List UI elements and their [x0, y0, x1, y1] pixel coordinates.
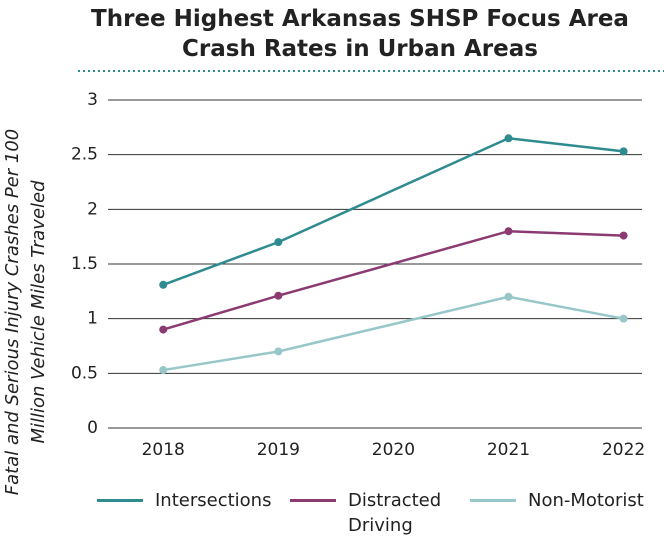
series-line: [163, 295, 624, 372]
title-line: Crash Rates in Urban Areas: [182, 36, 538, 62]
y-tick-label: 1: [87, 309, 98, 329]
data-point: [274, 238, 283, 247]
x-tick-label: 2019: [257, 440, 300, 460]
legend-label: Non-Motorist: [528, 490, 644, 511]
x-tick-label: 2022: [602, 440, 645, 460]
legend-swatch: [470, 499, 516, 502]
data-point: [504, 134, 513, 143]
data-point: [159, 280, 168, 289]
legend-item: Distracted Driving: [290, 488, 465, 538]
y-tick-label: 0.5: [71, 363, 98, 383]
y-tick-label: 1.5: [71, 254, 98, 274]
legend-label: Distracted Driving: [348, 490, 442, 536]
legend: Intersections Distracted Driving Non-Motor…: [0, 488, 664, 541]
data-point: [274, 291, 283, 300]
legend-item: Non-Motorist: [470, 488, 664, 513]
chart: 0 0.5 1 1.5 2 2.5 3 2018 2019 2020 2021 2022: [71, 70, 664, 460]
legend-swatch: [97, 499, 143, 502]
data-point: [619, 314, 628, 323]
y-tick-label: 2.5: [71, 145, 98, 165]
data-point: [504, 292, 513, 301]
y-tick-label: 3: [87, 90, 98, 110]
data-point: [619, 147, 628, 156]
legend-label: Intersections: [155, 490, 272, 511]
chart-title: Three Highest Arkansas SHSP Focus Area C…: [40, 4, 664, 64]
data-point: [159, 325, 168, 334]
x-tick-label: 2021: [487, 440, 530, 460]
data-point: [504, 227, 513, 236]
series-line: [162, 229, 624, 331]
legend-item: Intersections: [97, 488, 277, 513]
x-tick-label: 2020: [372, 440, 415, 460]
data-point: [619, 231, 628, 240]
y-tick-label: 0: [87, 418, 98, 438]
legend-swatch: [290, 499, 336, 502]
data-point: [274, 347, 283, 356]
x-tick-label: 2018: [142, 440, 185, 460]
data-point: [159, 366, 168, 375]
series-line: [162, 136, 624, 286]
y-tick-label: 2: [87, 199, 98, 219]
title-line: Three Highest Arkansas SHSP Focus Area: [91, 6, 629, 32]
